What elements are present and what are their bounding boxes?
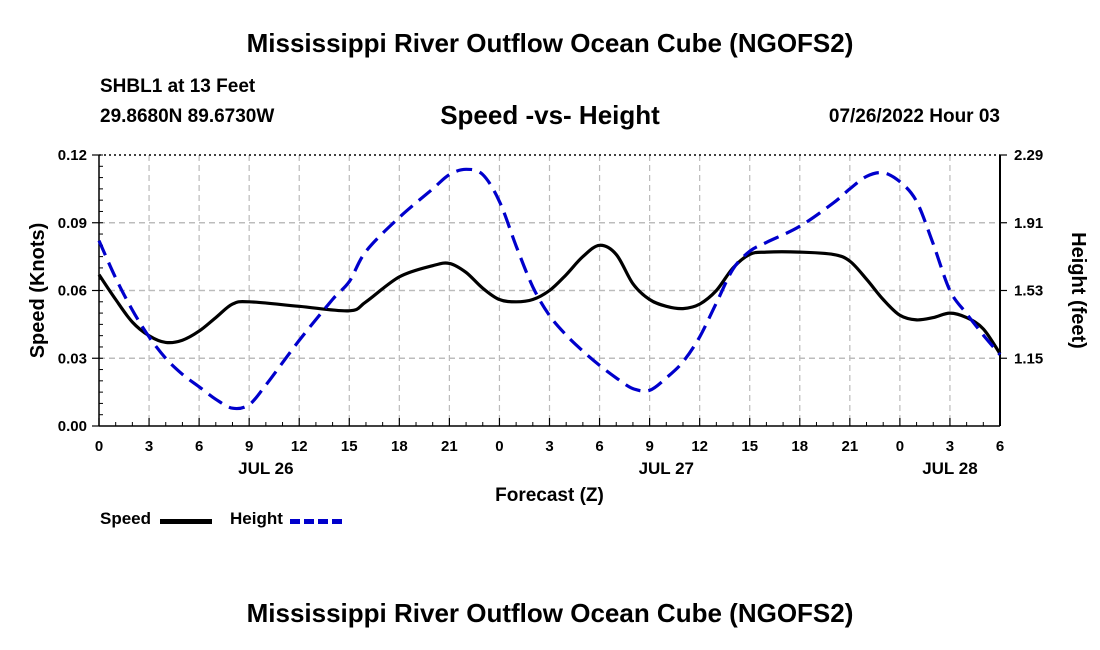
x-tick-label: 15: [341, 438, 358, 455]
footer-title: Mississippi River Outflow Ocean Cube (NG…: [246, 598, 854, 628]
y-tick-label: 0.03: [58, 350, 87, 367]
x-tick-label: 18: [791, 438, 808, 455]
x-axis-label: Forecast (Z): [495, 485, 604, 506]
legend-speed-label: Speed: [100, 509, 152, 528]
page-title: Mississippi River Outflow Ocean Cube (NG…: [246, 28, 854, 58]
chart-subtitle: Speed -vs- Height: [440, 100, 660, 130]
coordinates-label: 29.8680N 89.6730W: [100, 106, 275, 127]
date-label: JUL 27: [639, 459, 694, 478]
y-tick-label: 0.00: [58, 418, 87, 435]
x-tick-label: 0: [896, 438, 904, 455]
x-tick-label: 12: [291, 438, 308, 455]
x-tick-label: 0: [95, 438, 103, 455]
x-tick-label: 21: [841, 438, 858, 455]
y2-tick-label: 1.15: [1014, 350, 1043, 367]
y-axis-label: Speed (Knots): [27, 223, 49, 359]
y2-tick-label: 1.91: [1014, 215, 1043, 232]
x-tick-label: 12: [691, 438, 708, 455]
x-tick-label: 6: [195, 438, 203, 455]
x-tick-label: 3: [545, 438, 553, 455]
y2-tick-label: 1.53: [1014, 283, 1043, 300]
legend-height-swatch: [290, 519, 342, 524]
x-tick-label: 15: [741, 438, 758, 455]
x-tick-label: 9: [245, 438, 253, 455]
series-line-height: [97, 167, 1002, 411]
y-tick-label: 0.06: [58, 283, 87, 300]
y2-tick-label: 2.29: [1014, 147, 1043, 164]
date-label: JUL 26: [238, 459, 293, 478]
x-tick-label: 3: [946, 438, 954, 455]
x-tick-label: 3: [145, 438, 153, 455]
date-label: JUL 28: [922, 459, 977, 478]
x-tick-label: 6: [996, 438, 1004, 455]
series-line-speed: [97, 243, 1002, 355]
legend-speed-swatch: [160, 519, 212, 524]
datetime-label: 07/26/2022 Hour 03: [828, 106, 1000, 127]
y2-axis-label: Height (feet): [1067, 232, 1089, 349]
x-tick-label: 18: [391, 438, 408, 455]
x-tick-label: 21: [441, 438, 458, 455]
x-tick-label: 9: [645, 438, 653, 455]
station-label: SHBL1 at 13 Feet: [100, 76, 256, 97]
x-tick-label: 6: [595, 438, 603, 455]
legend-height-label: Height: [230, 509, 283, 528]
x-tick-label: 0: [495, 438, 503, 455]
y-tick-label: 0.09: [58, 215, 87, 232]
y-tick-label: 0.12: [58, 147, 87, 164]
